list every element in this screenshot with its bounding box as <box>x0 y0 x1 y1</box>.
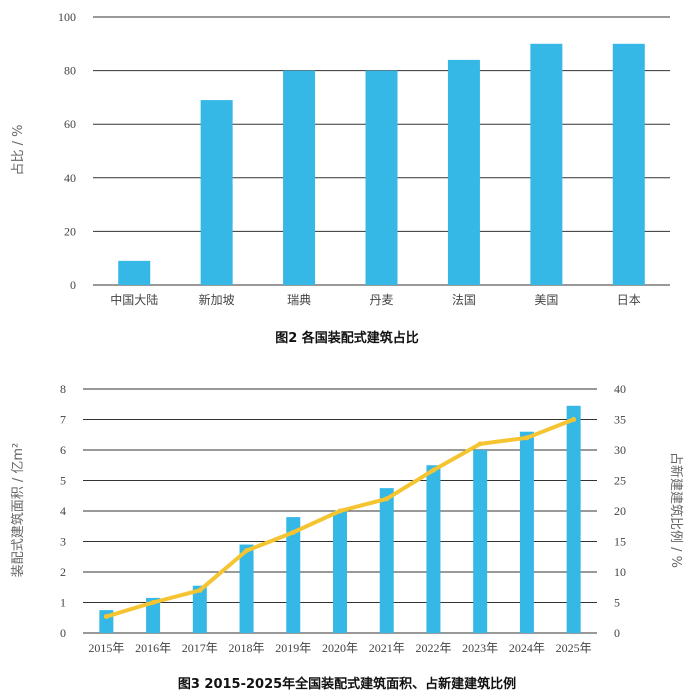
bar <box>239 544 254 633</box>
y-tick-label: 100 <box>58 10 76 24</box>
x-tick-label: 2017年 <box>182 641 218 655</box>
y2-tick-label: 0 <box>614 626 620 640</box>
bar <box>426 465 441 633</box>
ratio-point <box>103 614 109 620</box>
ratio-point <box>197 587 203 593</box>
chart2-caption: 图3 2015-2025年全国装配式建筑面积、占新建建筑比例 <box>178 676 516 692</box>
bar <box>530 43 563 285</box>
ratio-point <box>150 600 156 605</box>
bar <box>519 431 534 633</box>
y-tick-label: 2 <box>60 565 66 579</box>
bar <box>283 70 316 285</box>
ratio-point <box>384 496 390 502</box>
x-tick-label: 2025年 <box>556 641 592 655</box>
bar <box>286 517 301 633</box>
y-tick-label: 1 <box>60 596 66 610</box>
bar <box>379 488 394 633</box>
x-tick-label: 2015年 <box>88 641 124 655</box>
x-tick-label: 新加坡 <box>199 292 235 307</box>
x-tick-label: 法国 <box>452 293 476 307</box>
chart1-ylabel: 占比 / % <box>11 125 26 176</box>
x-tick-label: 2020年 <box>322 641 358 655</box>
y2-tick-label: 15 <box>614 535 626 549</box>
y-tick-label: 60 <box>64 117 76 131</box>
y-tick-label: 0 <box>70 278 76 292</box>
ratio-point <box>571 417 577 422</box>
y-tick-label: 4 <box>60 504 66 518</box>
y2-tick-label: 5 <box>614 596 620 610</box>
y2-tick-label: 30 <box>614 443 626 457</box>
x-tick-label: 美国 <box>534 293 558 307</box>
y-tick-label: 7 <box>60 413 66 427</box>
chart-area-ratio: 0 1 2 3 4 5 6 7 8 0 5 10 15 20 25 30 35 40 2015年 2016年 2017年… <box>60 382 626 655</box>
bar <box>612 43 645 285</box>
x-tick-label: 丹麦 <box>369 293 393 307</box>
y-tick-label: 20 <box>64 224 76 238</box>
bar <box>365 70 398 285</box>
bar <box>447 59 480 285</box>
y-tick-label: 3 <box>60 535 66 549</box>
x-tick-label: 2016年 <box>135 641 171 655</box>
y2-tick-label: 35 <box>614 413 626 427</box>
y-tick-label: 6 <box>60 443 66 457</box>
chart2-y2label: 占新建建筑比例 / % <box>668 452 684 568</box>
y-tick-label: 40 <box>64 171 76 185</box>
ratio-point <box>477 441 483 447</box>
chart2-ylabel: 装配式建筑面积 / 亿m² <box>10 443 26 578</box>
y-tick-label: 5 <box>60 474 66 488</box>
y-tick-label: 8 <box>60 382 66 396</box>
x-tick-label: 2022年 <box>415 641 451 655</box>
x-tick-label: 中国大陆 <box>110 292 158 307</box>
bar <box>566 405 581 633</box>
ratio-point <box>290 529 296 535</box>
bar <box>473 450 488 633</box>
x-tick-label: 2019年 <box>275 641 311 655</box>
chart-country-share: 0 20 40 60 80 100 中国大陆 新加坡 瑞典 丹麦 法国 美国 日本 <box>58 10 670 307</box>
y2-tick-label: 40 <box>614 382 626 396</box>
ratio-point <box>244 548 250 554</box>
x-tick-label: 2023年 <box>462 641 498 655</box>
ratio-point <box>524 435 530 441</box>
x-tick-label: 瑞典 <box>287 293 311 307</box>
bar <box>118 260 151 285</box>
x-tick-label: 2024年 <box>509 641 545 655</box>
y2-tick-label: 10 <box>614 565 626 579</box>
y-tick-label: 0 <box>60 626 66 640</box>
bar <box>192 585 207 633</box>
ratio-point <box>337 508 343 514</box>
y2-tick-label: 25 <box>614 474 626 488</box>
y-tick-label: 80 <box>64 64 76 78</box>
y2-tick-label: 20 <box>614 504 626 518</box>
ratio-point <box>430 467 436 473</box>
bar <box>333 511 347 633</box>
x-tick-label: 2018年 <box>229 641 265 655</box>
x-tick-label: 日本 <box>617 293 641 307</box>
x-tick-label: 2021年 <box>369 641 405 655</box>
bar <box>200 100 233 285</box>
bar <box>146 597 161 633</box>
chart1-caption: 图2 各国装配式建筑占比 <box>275 330 419 346</box>
